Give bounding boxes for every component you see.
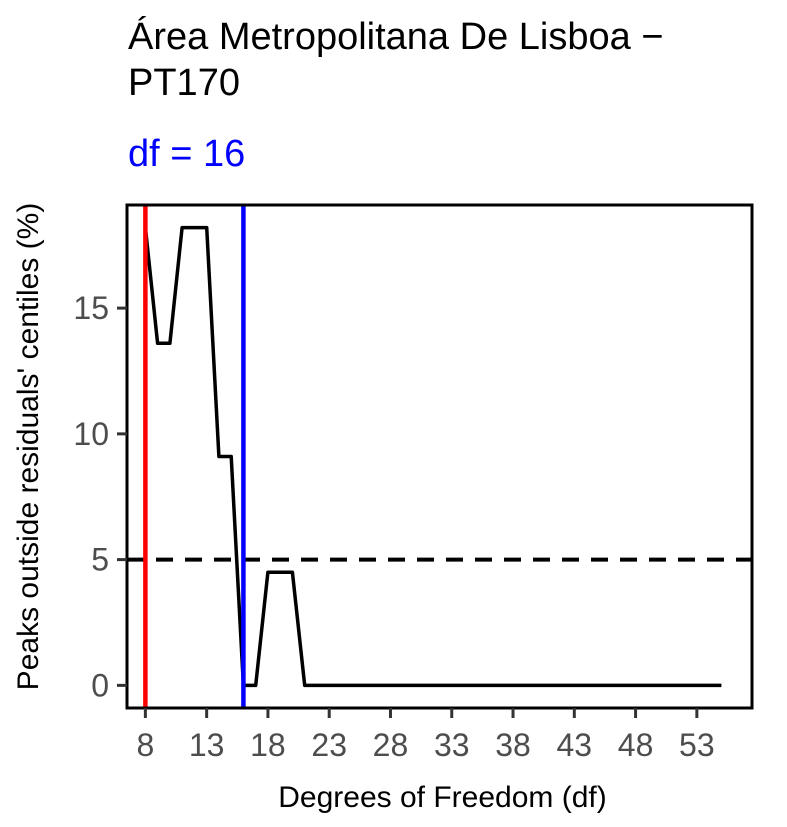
x-tick-label-53: 53 — [679, 727, 715, 763]
x-tick-label-43: 43 — [557, 727, 593, 763]
x-tick-label-48: 48 — [618, 727, 654, 763]
x-axis-title: Degrees of Freedom (df) — [278, 781, 606, 814]
x-tick-label-13: 13 — [189, 727, 225, 763]
y-tick-label-15: 15 — [73, 290, 109, 326]
chart-subtitle: df = 16 — [128, 133, 246, 175]
x-tick-label-33: 33 — [434, 727, 470, 763]
y-tick-label-5: 5 — [91, 542, 109, 578]
y-tick-label-0: 0 — [91, 667, 109, 703]
chart-title: Área Metropolitana De Lisboa − PT170 — [128, 16, 664, 104]
y-axis-title: Peaks outside residuals' centiles (%) — [12, 203, 45, 691]
y-tick-label-10: 10 — [73, 416, 109, 452]
plot-border — [125, 203, 754, 710]
x-tick-label-8: 8 — [136, 727, 154, 763]
x-tick-label-23: 23 — [311, 727, 347, 763]
x-tick-label-38: 38 — [495, 727, 531, 763]
x-tick-label-28: 28 — [373, 727, 409, 763]
x-tick-label-18: 18 — [250, 727, 286, 763]
